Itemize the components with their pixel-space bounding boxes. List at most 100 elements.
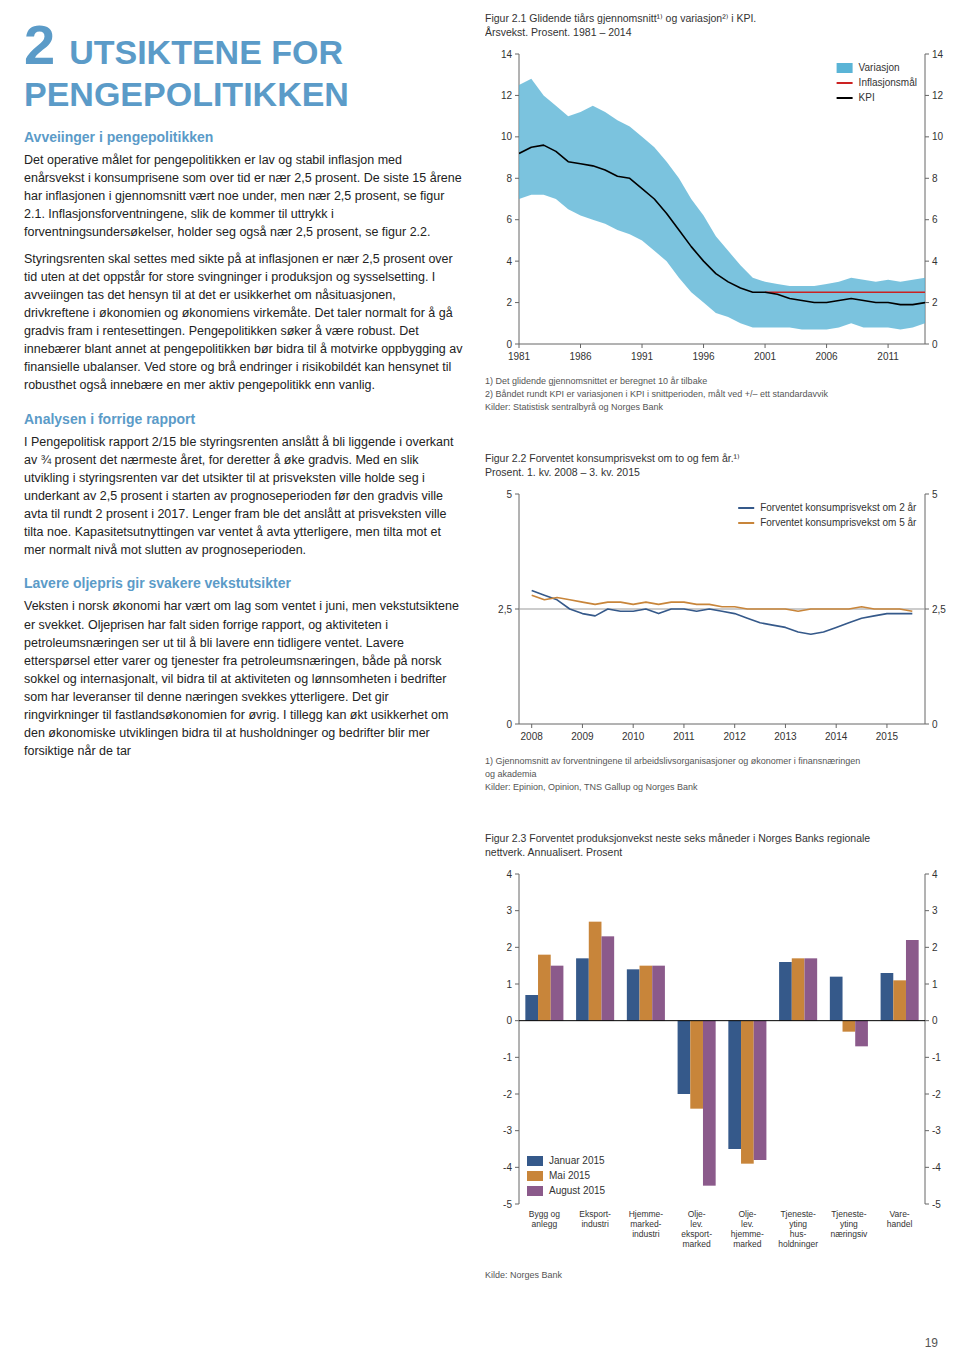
- legend: Januar 2015Mai 2015August 2015: [527, 1155, 606, 1196]
- category-label-line: eksport-: [681, 1229, 712, 1239]
- text-column: 2UTSIKTENE FORPENGEPOLITIKKENAvveiinger …: [24, 14, 464, 769]
- y2-tick-label: -5: [932, 1199, 941, 1210]
- y-tick-label: 0: [506, 1015, 512, 1026]
- x-tick: [836, 724, 837, 728]
- category-label: Bygg oganlegg: [529, 1209, 560, 1229]
- y-tick-label: 12: [501, 90, 513, 101]
- y2-tick-label: 2: [932, 942, 938, 953]
- y-tick: [515, 1094, 519, 1095]
- legend-label: Variasjon: [859, 62, 900, 73]
- y-tick-label: 2,5: [498, 604, 512, 615]
- y-tick: [515, 261, 519, 262]
- category-label-line: Bygg og: [529, 1209, 560, 1219]
- category-label: Hjemme-marked-industri: [629, 1209, 664, 1239]
- y2-tick: [925, 344, 929, 345]
- legend-swatch: [837, 63, 853, 73]
- page-number: 19: [925, 1336, 938, 1350]
- legend-label: Forventet konsumprisvekst om 5 år: [760, 517, 917, 528]
- category-label-line: yting: [789, 1219, 807, 1229]
- chart-subtitle: Årsvekst. Prosent. 1981 – 2014: [485, 26, 632, 38]
- y2-tick: [925, 1020, 929, 1021]
- x-tick-label: 2014: [825, 731, 848, 742]
- y-tick: [515, 947, 519, 948]
- bar: [830, 977, 843, 1021]
- x-axis-line: [519, 344, 925, 345]
- plot-area: [519, 591, 925, 635]
- category-label: Vare-handel: [887, 1209, 913, 1229]
- x-axis-line: [519, 724, 925, 725]
- bar: [678, 1021, 691, 1094]
- plot-area: [519, 79, 925, 330]
- x-tick: [683, 724, 684, 728]
- legend-label: KPI: [859, 92, 875, 103]
- x-tick: [633, 724, 634, 728]
- y-tick-label: 4: [506, 869, 512, 880]
- y2-tick-label: 14: [932, 49, 944, 60]
- bar: [627, 969, 640, 1020]
- bar: [576, 958, 589, 1020]
- y-tick-label: -1: [503, 1052, 512, 1063]
- x-tick: [703, 344, 704, 348]
- bar: [538, 955, 551, 1021]
- y-tick-label: 2: [506, 942, 512, 953]
- x-tick: [734, 724, 735, 728]
- bar: [640, 966, 653, 1021]
- y-tick: [515, 95, 519, 96]
- chart: Figur 2.3 Forventet produksjonvekst nest…: [485, 832, 941, 1280]
- category-label-line: hus-: [790, 1229, 807, 1239]
- y2-tick-label: 0: [932, 339, 938, 350]
- y2-tick: [925, 609, 929, 610]
- y-tick-label: -5: [503, 1199, 512, 1210]
- x-tick-label: 1986: [569, 351, 592, 362]
- y2-tick: [925, 1130, 929, 1131]
- x-tick-label: 2012: [724, 731, 747, 742]
- x-tick: [826, 344, 827, 348]
- x-tick-label: 1981: [508, 351, 531, 362]
- y2-tick-label: 2,5: [932, 604, 946, 615]
- band-area: [519, 79, 925, 330]
- x-tick: [888, 344, 889, 348]
- y2-tick: [925, 1094, 929, 1095]
- category-label-line: marked: [682, 1239, 711, 1249]
- legend-label: Mai 2015: [549, 1170, 591, 1181]
- category-label-line: anlegg: [532, 1219, 558, 1229]
- y-tick: [515, 494, 519, 495]
- zero-line: [519, 1020, 925, 1021]
- category-label: Olje-lev.eksport-marked: [681, 1209, 712, 1249]
- legend-swatch: [837, 82, 853, 84]
- x-tick: [531, 724, 532, 728]
- legend: VariasjonInflasjonsmålKPI: [837, 62, 917, 103]
- y-tick: [515, 609, 519, 610]
- y-tick: [515, 1020, 519, 1021]
- legend-label: Januar 2015: [549, 1155, 605, 1166]
- y2-tick-label: 2: [932, 297, 938, 308]
- paragraph: Styringsrenten skal settes med sikte på …: [24, 250, 464, 395]
- bar: [855, 1021, 868, 1047]
- x-tick: [580, 344, 581, 348]
- bar: [690, 1021, 703, 1109]
- y2-tick: [925, 219, 929, 220]
- chart-subtitle: nettverk. Annualisert. Prosent: [485, 846, 622, 858]
- bar: [893, 980, 906, 1020]
- y2-tick: [925, 1167, 929, 1168]
- x-tick-label: 2008: [521, 731, 544, 742]
- y-tick: [515, 1130, 519, 1131]
- charts: Figur 2.1 Glidende tiårs gjennomsnitt¹⁾ …: [485, 0, 960, 1362]
- category-label-line: yting: [840, 1219, 858, 1229]
- y-tick: [515, 1204, 519, 1205]
- legend-swatch: [527, 1171, 543, 1181]
- y-tick-label: 1: [506, 979, 512, 990]
- y-tick: [515, 874, 519, 875]
- y-tick-label: -4: [503, 1162, 512, 1173]
- y2-tick-label: -1: [932, 1052, 941, 1063]
- chart-title: Figur 2.1 Glidende tiårs gjennomsnitt¹⁾ …: [485, 12, 756, 24]
- y2-tick: [925, 302, 929, 303]
- category-label-line: Eksport-: [579, 1209, 611, 1219]
- y-tick: [515, 54, 519, 55]
- reference-line: [519, 609, 925, 610]
- chart-subtitle: Prosent. 1. kv. 2008 – 3. kv. 2015: [485, 466, 640, 478]
- bar: [843, 1021, 856, 1032]
- category-label-line: Hjemme-: [629, 1209, 664, 1219]
- chart-note: 2) Båndet rundt KPI er variasjonen i KPI…: [485, 389, 828, 399]
- category-label-line: Tjeneste-: [831, 1209, 867, 1219]
